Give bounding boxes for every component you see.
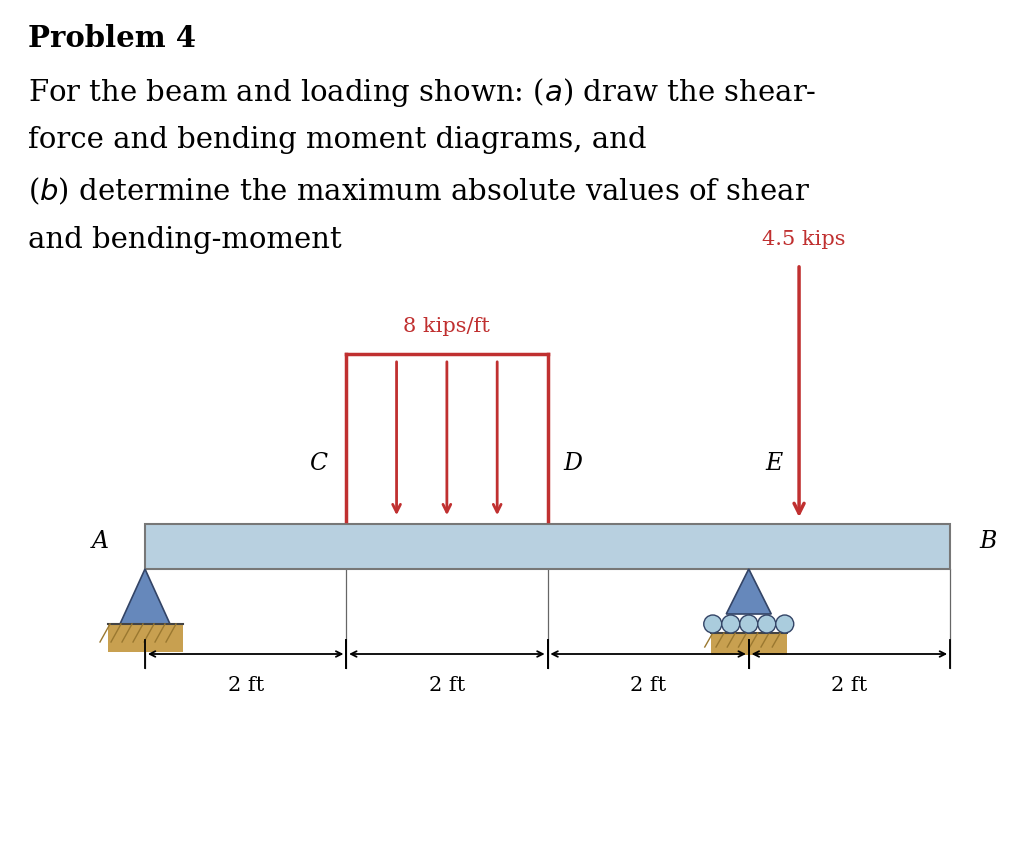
Text: 2 ft: 2 ft <box>630 676 667 695</box>
Text: ($b$) determine the maximum absolute values of shear: ($b$) determine the maximum absolute val… <box>28 176 810 208</box>
Bar <box>108 624 182 652</box>
Polygon shape <box>726 569 771 614</box>
Circle shape <box>703 615 722 633</box>
Bar <box>145 524 950 569</box>
Text: For the beam and loading shown: ($a$) draw the shear-: For the beam and loading shown: ($a$) dr… <box>28 76 816 109</box>
Text: B: B <box>979 530 996 553</box>
Polygon shape <box>120 569 170 624</box>
Circle shape <box>722 615 739 633</box>
Text: 4.5 kips: 4.5 kips <box>762 230 846 249</box>
Text: 2 ft: 2 ft <box>429 676 465 695</box>
Circle shape <box>776 615 794 633</box>
Circle shape <box>758 615 776 633</box>
Text: C: C <box>309 452 328 475</box>
Text: and bending-moment: and bending-moment <box>28 226 342 254</box>
Circle shape <box>739 615 758 633</box>
Text: 2 ft: 2 ft <box>831 676 867 695</box>
Text: Problem 4: Problem 4 <box>28 24 197 53</box>
Bar <box>711 633 787 655</box>
Text: force and bending moment diagrams, and: force and bending moment diagrams, and <box>28 126 646 154</box>
Text: E: E <box>765 452 782 475</box>
Text: 8 kips/ft: 8 kips/ft <box>403 317 490 336</box>
Text: D: D <box>563 452 582 475</box>
Text: A: A <box>91 530 109 553</box>
Text: 2 ft: 2 ft <box>227 676 264 695</box>
